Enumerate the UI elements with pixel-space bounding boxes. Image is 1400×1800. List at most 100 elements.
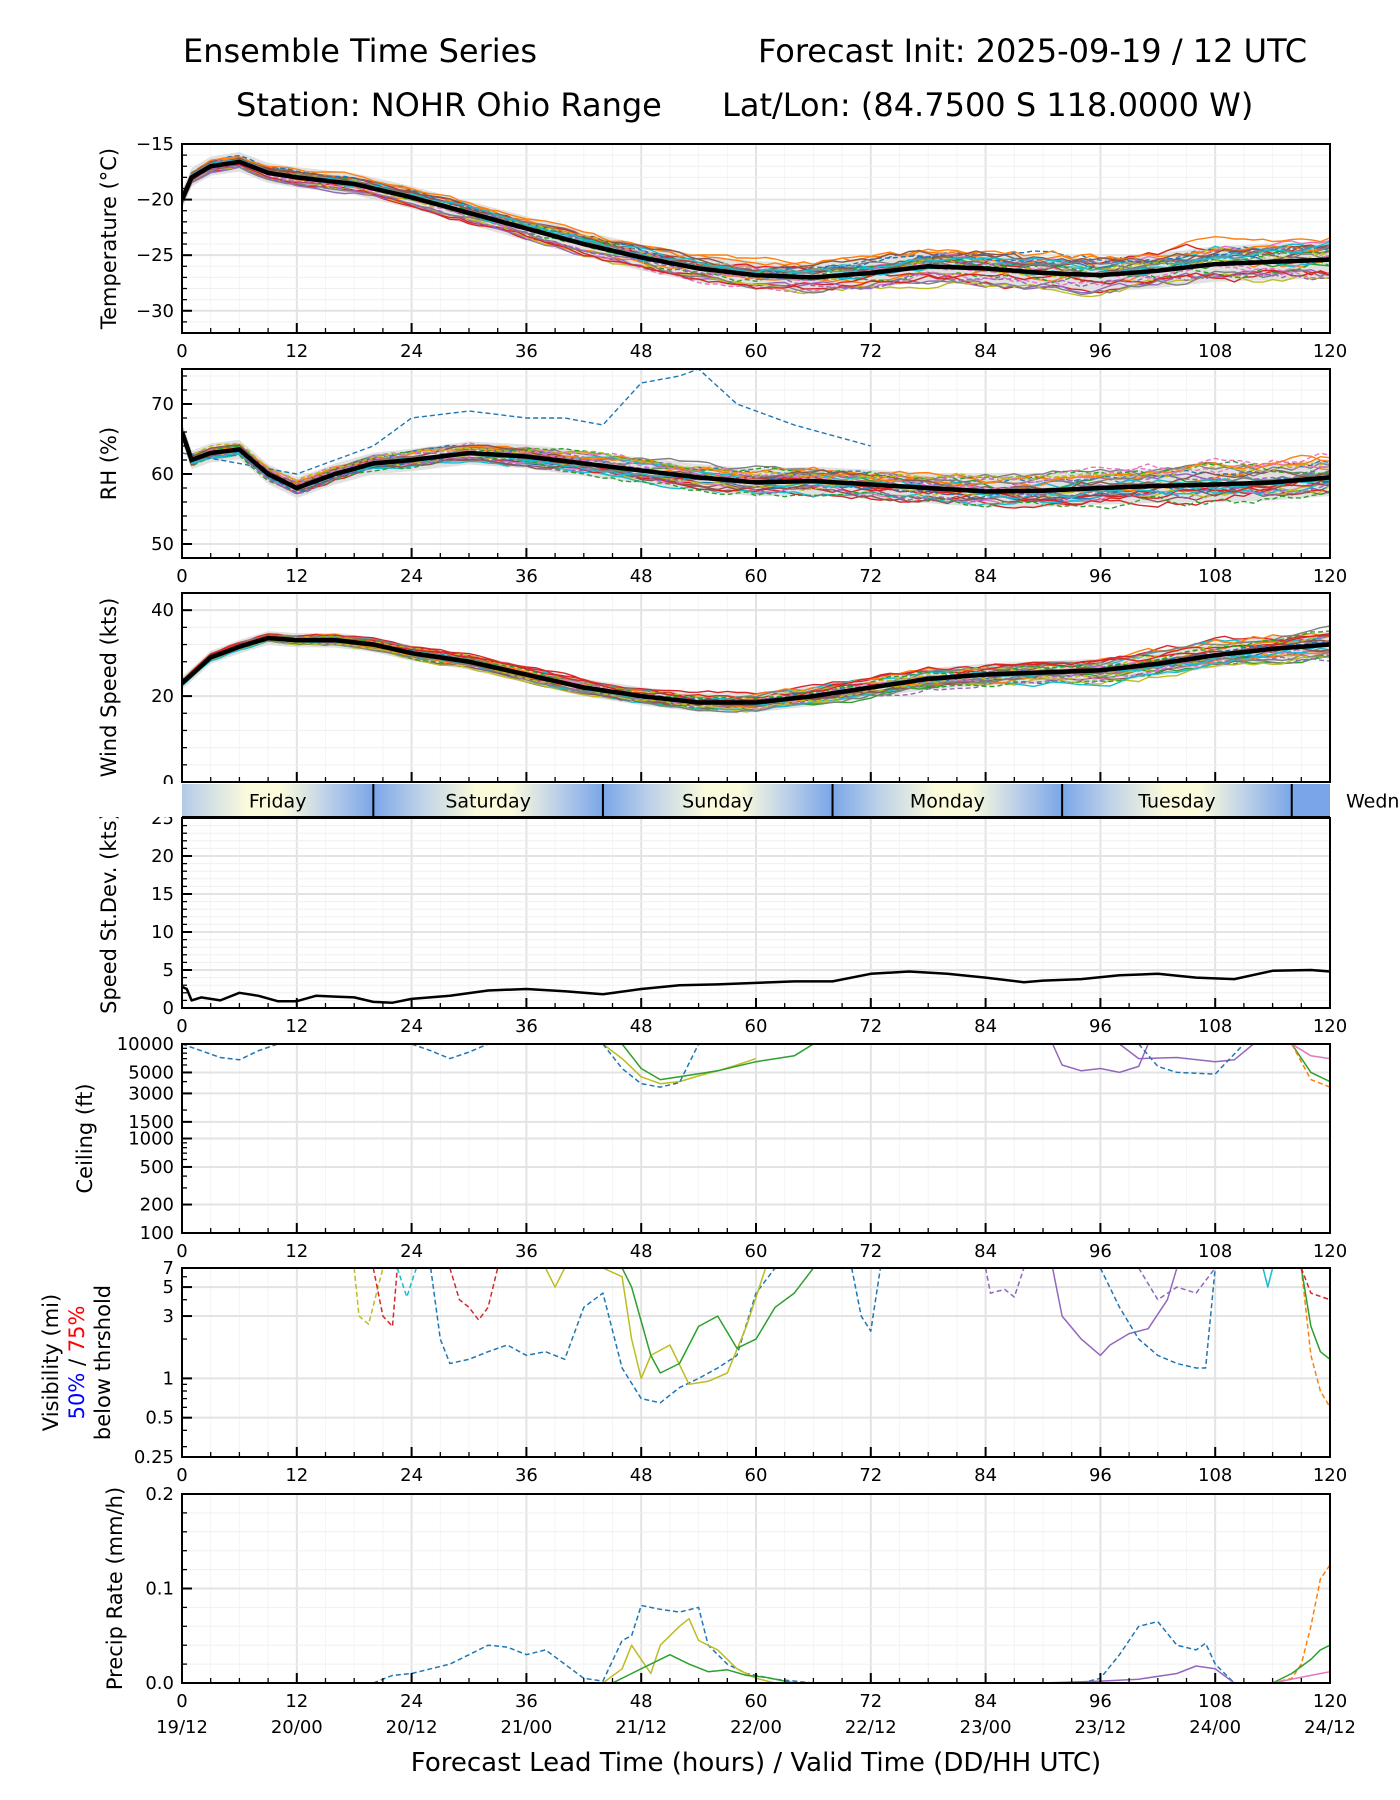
plot-area (182, 369, 1330, 510)
x-tick-label: 24 (400, 566, 423, 587)
series-line-member-gold (602, 1617, 776, 1683)
series-line-member-purple (1051, 1044, 1149, 1074)
ensemble-member-line (182, 427, 1330, 482)
x-tick-label: 72 (859, 566, 882, 587)
y-tick-label: −15 (136, 134, 174, 155)
x-tick-label: 12 (285, 566, 308, 587)
x-tick-label-valid-time: 20/12 (386, 1717, 438, 1738)
ensemble-member-line (182, 166, 1330, 294)
panel-temperature: −30 −25 −20 −15 0 12 24 36 48 60 72 84 96 108 120 Tempe… (97, 134, 1347, 362)
x-tick-label: 48 (630, 1465, 653, 1486)
series-line-member-green (621, 1044, 814, 1081)
x-tick-label: 108 (1198, 1465, 1232, 1486)
x-tick-label: 96 (1089, 1241, 1112, 1262)
x-tick-label: 120 (1313, 1691, 1347, 1712)
series-line-member-red-dashed-2 (449, 1268, 499, 1321)
x-tick-label-valid-time: 21/00 (500, 1717, 552, 1738)
x-tick-label: 36 (515, 566, 538, 587)
series-line-member-pink (1291, 1044, 1330, 1060)
ensemble-member-line (182, 638, 1330, 710)
y-axis-label: Speed St.Dev. (kts) (97, 812, 121, 1014)
x-tick-label: 0 (176, 1241, 187, 1262)
ensemble-member-line (182, 630, 1330, 700)
series-line-member-cyan-dashed (396, 1268, 418, 1298)
x-tick-label: 36 (515, 1691, 538, 1712)
x-tick-label: 120 (1313, 1465, 1347, 1486)
series-line-member-gold (544, 1268, 767, 1386)
x-tick-label: 108 (1198, 566, 1232, 587)
y-tick-label: 500 (140, 1157, 174, 1178)
ensemble-mean-line (182, 635, 1330, 705)
x-tick-label-valid-time: 20/00 (271, 1717, 323, 1738)
series-line-member-green-2 (1291, 1044, 1330, 1083)
x-tick-label: 84 (974, 1691, 997, 1712)
x-tick-label: 84 (974, 566, 997, 587)
y-tick-label: 50 (151, 534, 174, 555)
x-tick-label: 0 (176, 1691, 187, 1712)
y-axis-label: RH (%) (97, 427, 121, 500)
series-line-member-purple (1051, 1268, 1178, 1357)
ensemble-member-line (182, 163, 1330, 293)
y-tick-label: 10 (151, 922, 174, 943)
y-tick-label: 15 (151, 884, 174, 905)
y-tick-label: 5000 (128, 1062, 174, 1083)
x-axis-label: Forecast Lead Time (hours) / Valid Time … (411, 1748, 1101, 1778)
ensemble-member-line (182, 159, 1330, 274)
plot-area (182, 625, 1330, 713)
x-tick-label: 60 (745, 1241, 768, 1262)
day-label: Friday (249, 791, 307, 813)
day-segment (1291, 784, 1330, 817)
y-tick-label: 20 (151, 686, 174, 707)
x-tick-label: 12 (285, 1241, 308, 1262)
panel-rh: 50 60 70 0 12 24 36 48 60 72 84 96 108 120 RH (%) (97, 368, 1347, 587)
ensemble-mean-line (182, 159, 1330, 280)
y-tick-label: 3 (163, 1306, 174, 1327)
series-line-member-green (621, 1268, 814, 1374)
mask (0, 784, 182, 817)
x-tick-label: 48 (630, 341, 653, 362)
x-tick-label-valid-time: 23/00 (960, 1717, 1012, 1738)
station-label: Station: NOHR Ohio Range (236, 86, 662, 124)
forecast-init-label: Forecast Init: 2025-09-19 / 12 UTC (758, 32, 1308, 70)
series-line-member-gold (602, 1044, 757, 1085)
plot-area (182, 968, 1330, 1004)
series-line-member-green-2 (1272, 1644, 1330, 1683)
x-tick-label: 72 (859, 341, 882, 362)
chart-title: Ensemble Time Series (183, 32, 537, 70)
y-tick-label: 3000 (128, 1083, 174, 1104)
x-tick-label: 84 (974, 341, 997, 362)
y-axis-label: Visibility (mi) (39, 1294, 63, 1431)
x-tick-label: 36 (515, 341, 538, 362)
x-tick-label: 48 (630, 1691, 653, 1712)
y-tick-label: 0.25 (134, 1447, 174, 1468)
x-tick-label: 48 (630, 566, 653, 587)
series-line-member-orange-dashed (1300, 1268, 1330, 1408)
y-tick-label: 0.1 (145, 1579, 174, 1600)
plot-area (182, 1044, 1330, 1088)
panel-wind_speed: 0 20 40 Wind Speed (kts) (97, 592, 1331, 793)
y-tick-label: 5 (163, 960, 174, 981)
series-line-member-purple-dashed-2 (1138, 1268, 1216, 1301)
ensemble-member-line (182, 156, 1330, 268)
series-line-member-green-2 (1300, 1268, 1330, 1360)
series-line-member-purple-2 (1119, 1044, 1254, 1063)
spread-band (182, 152, 1330, 292)
x-tick-label: 84 (974, 1241, 997, 1262)
x-tick-label: 24 (400, 1016, 423, 1037)
day-label: Saturday (445, 791, 531, 813)
x-tick-label: 36 (515, 1465, 538, 1486)
series-line-member-blue-dashed-2 (850, 1268, 882, 1332)
y-tick-label: 20 (151, 846, 174, 867)
x-tick-label: 120 (1313, 341, 1347, 362)
ensemble-member-line (182, 163, 1330, 291)
y-tick-label: 100 (140, 1223, 174, 1244)
x-tick-label: 24 (400, 1465, 423, 1486)
x-tick-label: 96 (1089, 566, 1112, 587)
day-label: Tuesday (1137, 791, 1215, 813)
x-tick-label: 48 (630, 1241, 653, 1262)
x-tick-label-valid-time: 21/12 (615, 1717, 667, 1738)
series-line-member-orange-dashed (1291, 1044, 1330, 1088)
x-tick-label: 108 (1198, 341, 1232, 362)
